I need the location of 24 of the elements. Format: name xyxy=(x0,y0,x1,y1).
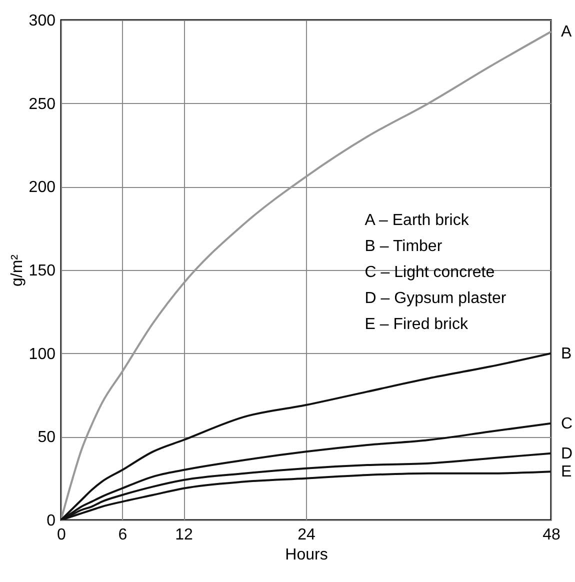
y-tick-label: 200 xyxy=(28,179,56,196)
series-label: C xyxy=(561,415,573,432)
series-label: E xyxy=(561,464,572,481)
series-label: B xyxy=(561,345,572,362)
x-tick-label: 24 xyxy=(298,526,316,544)
x-tick-label: 6 xyxy=(118,526,128,544)
y-tick-label: 250 xyxy=(28,96,56,113)
x-axis-title: Hours xyxy=(285,546,328,564)
annotation: C – Light concrete xyxy=(364,264,495,281)
x-tick-label: 0 xyxy=(57,526,66,544)
x-tick-label: 12 xyxy=(175,526,193,544)
x-tick-label: 48 xyxy=(542,526,560,544)
series-label: D xyxy=(561,445,573,462)
annotation: D – Gypsum plaster xyxy=(364,290,507,307)
annotation: A – Earth brick xyxy=(364,212,470,229)
annotation: E – Fired brick xyxy=(364,316,469,333)
y-axis-title: g/m² xyxy=(8,254,26,286)
y-tick-label: 0 xyxy=(46,512,56,530)
y-tick-label: 50 xyxy=(38,429,56,446)
y-tick-label: 150 xyxy=(28,262,56,280)
y-tick-label: 300 xyxy=(28,12,56,30)
annotation: B – Timber xyxy=(364,238,443,255)
series-label: A xyxy=(561,24,572,41)
y-tick-label: 100 xyxy=(28,346,56,363)
